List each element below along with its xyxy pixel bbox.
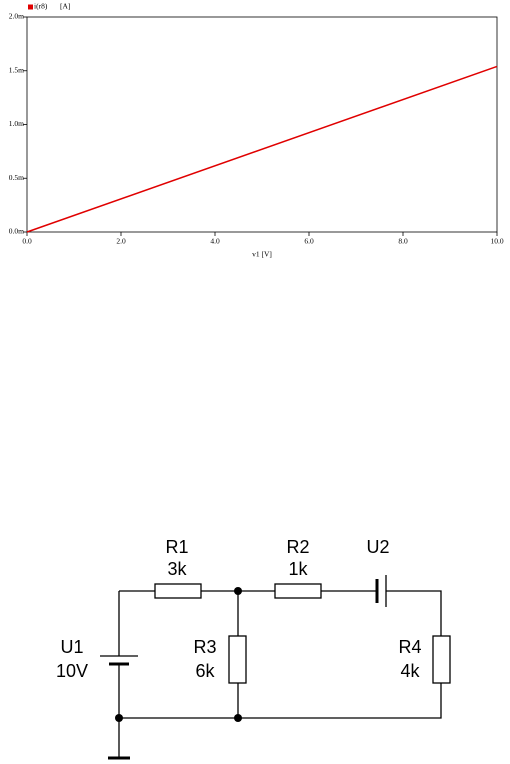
component-name: R1 [165,537,188,557]
x-axis-label: v1 [V] [252,250,272,259]
component-name: U1 [60,637,83,657]
resistor [274,583,322,599]
y-tick-label: 0.0m [9,227,24,236]
line-series [26,65,498,233]
x-tick-label: 10.0 [490,237,503,246]
y-tick-label: 1.0m [9,119,24,128]
x-tick-label: 4.0 [210,237,220,246]
wires [118,590,442,758]
component-name: R3 [193,637,216,657]
y-tick-label: 2.0m [9,12,24,21]
resistor [228,635,247,684]
y-axis-label: [A] [60,2,70,11]
resistor [432,635,451,684]
x-tick-label: 0.0 [22,237,32,246]
y-tick-label: 1.5m [9,65,24,74]
component-name: R2 [286,537,309,557]
y-tick-label: 0.5m [9,173,24,182]
component-value: 3k [167,559,187,579]
node [115,714,123,722]
circuit: U1 10V R1 3k R2 1k U2 R3 6k R4 4k [56,537,451,760]
component-value: 6k [195,661,215,681]
component-name: R4 [398,637,421,657]
node [234,587,242,595]
component-value: 4k [400,661,420,681]
component-name: U2 [366,537,389,557]
x-tick-label: 8.0 [398,237,408,246]
resistor [154,583,202,599]
legend-label: i(r8) [34,2,48,11]
node [234,714,242,722]
legend-swatch [28,4,33,10]
component-value: 1k [288,559,308,579]
x-tick-label: 2.0 [116,237,126,246]
plot-frame [26,16,498,233]
x-tick-label: 6.0 [304,237,314,246]
component-value: 10V [56,661,88,681]
